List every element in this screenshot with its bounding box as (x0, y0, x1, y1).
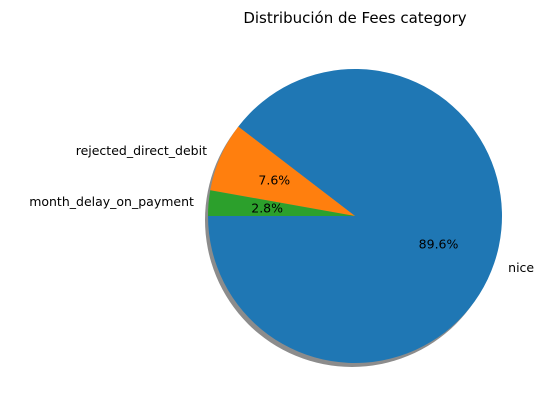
pie-slice-month-delay-on-payment (208, 190, 355, 216)
pie-slice-rejected-direct-debit (210, 126, 355, 216)
pie-labels: nice 89.6% rejected_direct_debit 7.6% month_… (29, 143, 534, 275)
slice-pct-nice: 89.6% (419, 236, 459, 251)
pie-slice-nice (208, 69, 503, 364)
slice-label-nice: nice (508, 260, 534, 275)
slice-label-rejected-direct-debit: rejected_direct_debit (76, 143, 207, 158)
slice-pct-month-delay-on-payment: 2.8% (251, 200, 283, 215)
slice-pct-rejected-direct-debit: 7.6% (258, 172, 290, 187)
chart-title: Distribución de Fees category (243, 9, 466, 27)
pie-slices (208, 69, 503, 364)
slice-label-month-delay-on-payment: month_delay_on_payment (29, 194, 194, 209)
